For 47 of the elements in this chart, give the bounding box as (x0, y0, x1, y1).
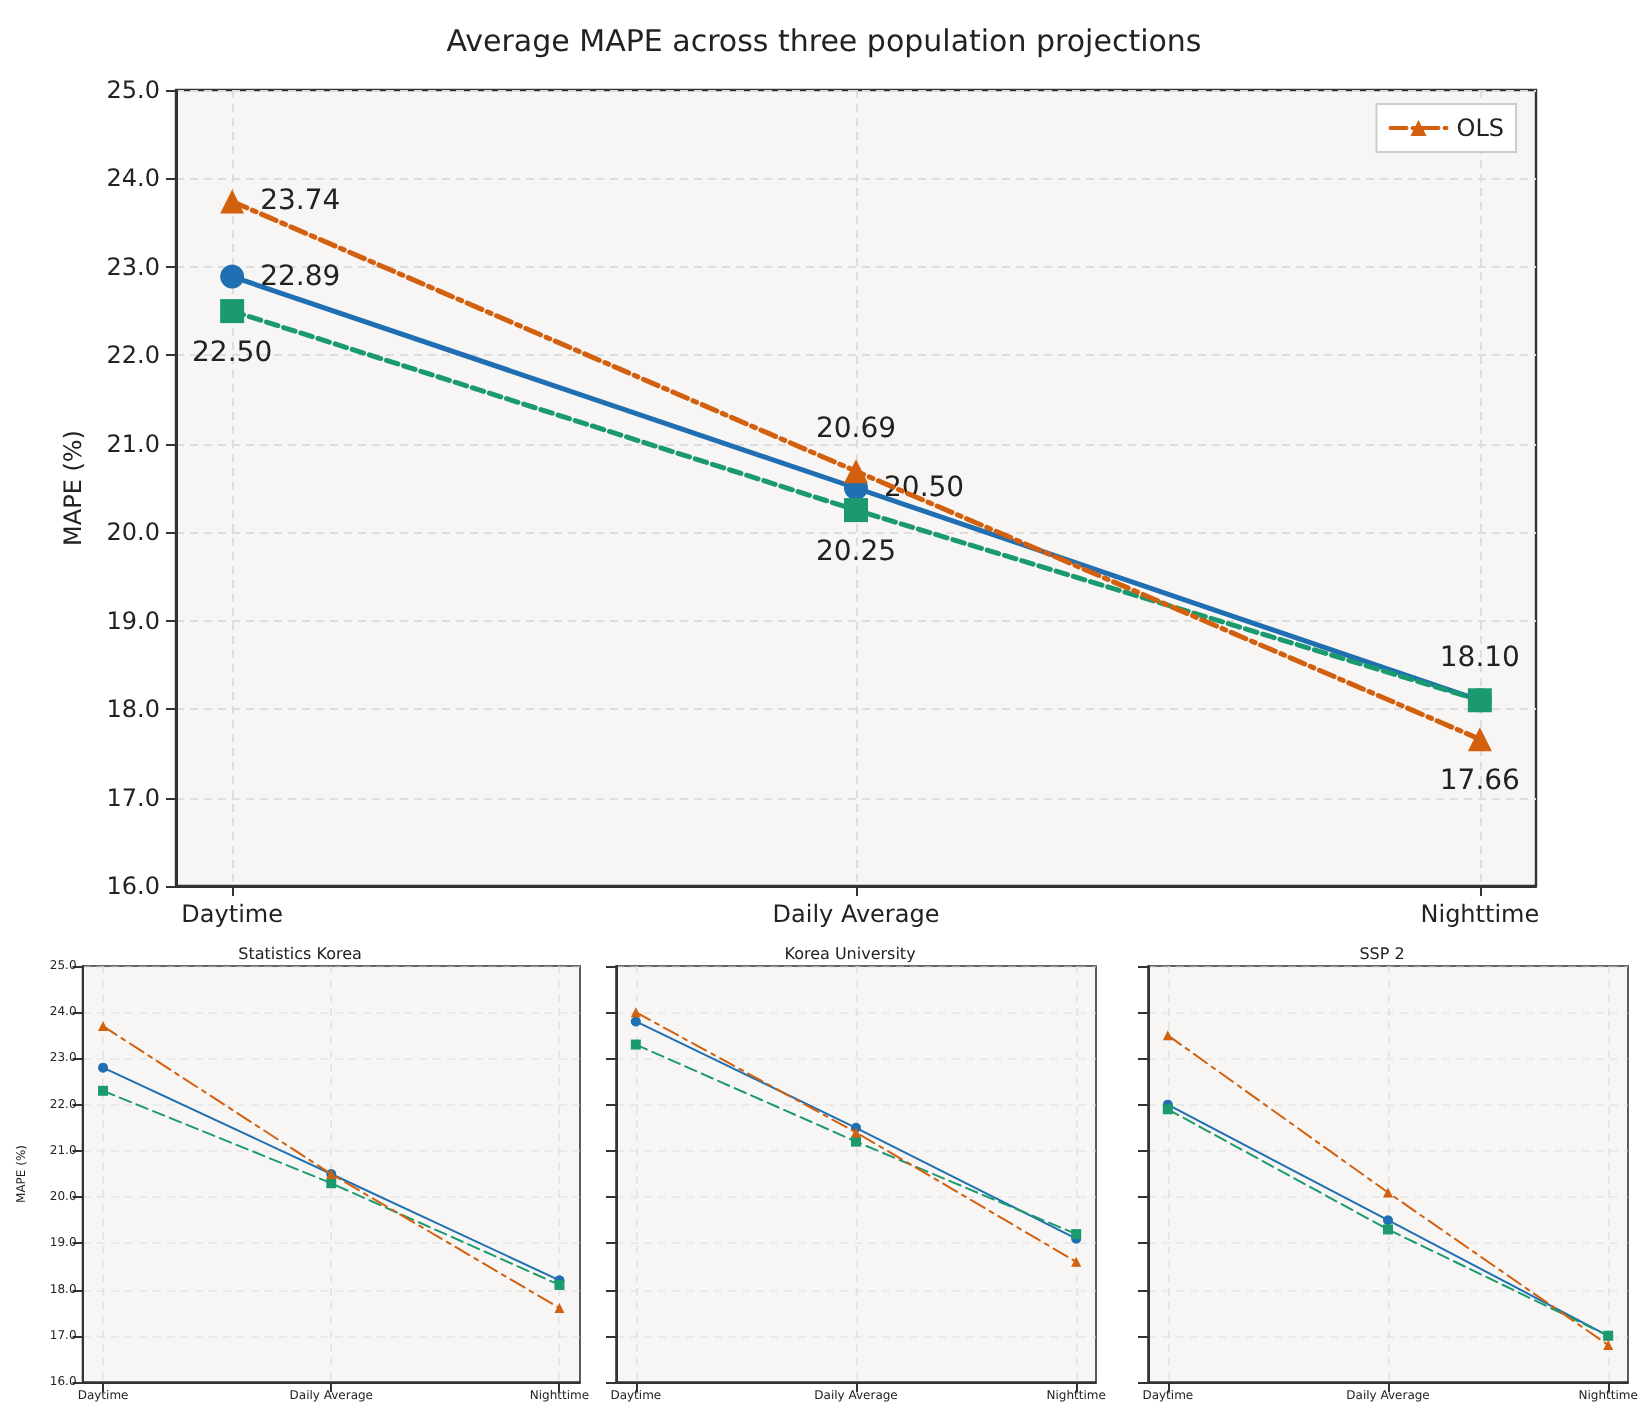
point (1383, 1224, 1393, 1235)
y-tick-label: 18.0 (106, 695, 160, 724)
point (844, 498, 868, 523)
point (220, 299, 245, 324)
y-tick-label: 22.0 (106, 341, 160, 370)
point (630, 1007, 641, 1018)
point (851, 1127, 861, 1138)
point (844, 459, 868, 484)
text: 18.10 (1439, 642, 1520, 675)
point (851, 1136, 861, 1147)
text: 22.50 (192, 337, 273, 370)
point (1162, 1104, 1173, 1115)
point (1383, 1187, 1393, 1198)
y-tick-label: 19.0 (106, 606, 160, 635)
y-tick-label: 23.0 (106, 252, 160, 281)
chart-title: Korea University (784, 945, 917, 963)
y-tick-label: 25.0 (106, 76, 160, 104)
chart-title: Average MAPE across three population projections (446, 23, 1202, 59)
y-axis-title: MAPE (%) (58, 430, 87, 546)
point (326, 1178, 337, 1189)
x-tick-label: Nighttime (1420, 900, 1540, 928)
chart-title: Statistics Korea (238, 945, 362, 963)
point (1162, 1030, 1173, 1041)
point (630, 1039, 641, 1050)
point (630, 1016, 641, 1027)
y-tick-label: 20.0 (106, 518, 160, 547)
text: 17.66 (1439, 765, 1520, 798)
point (220, 189, 245, 214)
y-tick-label: 17.0 (106, 783, 160, 812)
point (1603, 1340, 1614, 1351)
text: 20.25 (815, 536, 897, 569)
x-tick-label: Daily Average (772, 900, 940, 928)
point (98, 1062, 109, 1073)
text: 20.69 (815, 413, 897, 446)
y-tick-label: 21.0 (106, 429, 160, 458)
y-tick-label: 24.0 (106, 164, 160, 193)
legend-label: OLS (1456, 114, 1504, 142)
point (1071, 1256, 1082, 1267)
y-tick-label: 16.0 (106, 872, 160, 900)
point (220, 264, 245, 289)
point (98, 1085, 109, 1096)
point (1383, 1215, 1393, 1226)
chart-title: SSP 2 (1359, 945, 1405, 963)
text: 23.74 (260, 185, 341, 218)
text: 22.89 (260, 260, 341, 293)
x-tick-label: Daytime (181, 900, 283, 928)
point (1467, 727, 1492, 752)
